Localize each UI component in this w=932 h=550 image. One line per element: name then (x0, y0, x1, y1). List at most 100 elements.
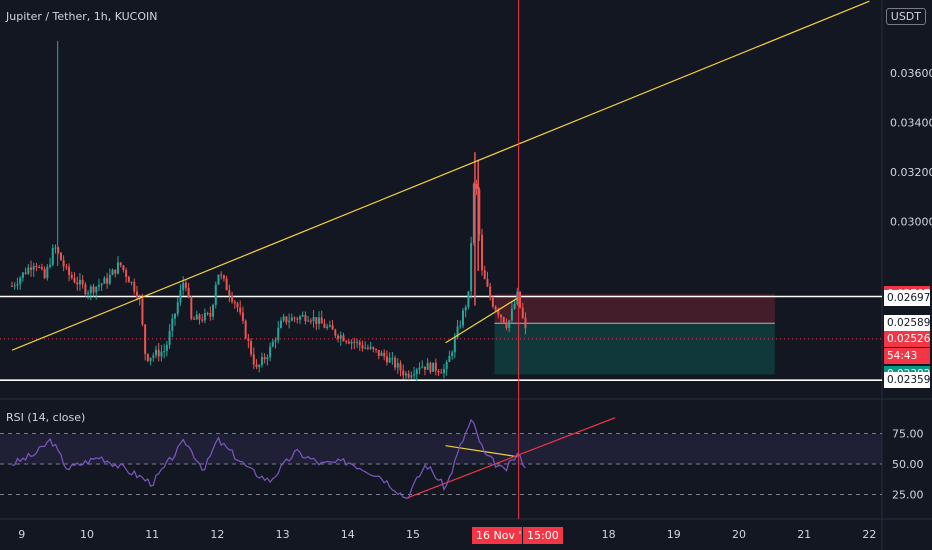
candle-body (502, 317, 505, 323)
candle-body (421, 366, 424, 368)
candle-body (334, 329, 337, 336)
candle-body (388, 358, 391, 363)
candle-body (59, 252, 62, 261)
candle-body (70, 274, 73, 278)
candle-body (429, 362, 432, 372)
candle-body (214, 284, 217, 305)
candle-body (339, 335, 342, 339)
candle-body (209, 313, 212, 317)
candle-body (448, 355, 451, 363)
candle-body (328, 325, 331, 327)
rsi-level-label: 50.00 (892, 458, 924, 471)
candle-body (407, 373, 410, 378)
candle-body (521, 307, 524, 318)
candle-body (279, 320, 282, 328)
candle-body (285, 316, 288, 323)
candle-body (461, 310, 464, 326)
candle-body (149, 357, 152, 361)
candle-body (49, 264, 52, 267)
candle-body (198, 314, 201, 320)
candle-body (32, 266, 35, 270)
candle-body (489, 286, 492, 298)
candle-body (152, 355, 155, 358)
candle-body (263, 357, 266, 360)
candle-body (271, 341, 274, 347)
candle-body (30, 267, 33, 270)
candle-body (331, 325, 334, 330)
candle-body (24, 272, 27, 274)
rsi-indicator-label[interactable]: RSI (14, close) (6, 411, 86, 424)
candle-body (206, 313, 209, 315)
candle-body (475, 183, 478, 190)
candle-body (35, 266, 38, 268)
price-axis-tick: 0.03400 (890, 117, 932, 130)
candle-body (231, 295, 234, 302)
candle-body (174, 313, 177, 319)
rsi-line (11, 418, 526, 499)
candle-body (201, 319, 204, 321)
candle-body (385, 356, 388, 363)
time-axis-tick: 19 (667, 528, 681, 541)
candle-body (65, 266, 68, 268)
candle-body (11, 285, 14, 287)
candle-body (163, 351, 166, 353)
time-axis-tick: 14 (341, 528, 355, 541)
candle-body (470, 242, 473, 292)
candle-body (451, 352, 454, 356)
price-axis-tag: 0.02526 (884, 330, 930, 347)
candle-body (81, 279, 84, 285)
candle-body (323, 323, 326, 328)
candle-body (106, 278, 109, 284)
candle-body (144, 324, 147, 354)
candle-body (68, 266, 71, 275)
candle-body (160, 351, 163, 357)
price-axis-tag: 0.02589 (884, 315, 930, 332)
price-axis-tag: 0.02697 (884, 290, 930, 307)
rsi-level-label: 25.00 (892, 489, 924, 502)
candle-body (423, 366, 426, 370)
candle-body (315, 317, 318, 324)
candle-body (472, 183, 475, 243)
candle-body (220, 274, 223, 276)
candle-body (87, 293, 90, 295)
candle-body (241, 312, 244, 321)
candle-body (309, 320, 312, 322)
candle-body (369, 347, 372, 349)
candle-body (222, 275, 225, 279)
candle-body (426, 362, 429, 370)
candle-body (478, 189, 481, 235)
candle-body (43, 268, 46, 278)
time-axis-tick: 22 (862, 528, 876, 541)
candle-body (155, 349, 158, 356)
candle-body (141, 298, 144, 325)
candle-body (233, 301, 236, 304)
candle-body (377, 349, 380, 356)
candle-body (46, 266, 49, 278)
candle-body (95, 286, 98, 293)
candle-body (274, 340, 277, 342)
currency-selector[interactable]: USDT (885, 8, 926, 25)
candle-body (168, 330, 171, 345)
candle-body (394, 357, 397, 368)
candle-body (16, 284, 19, 286)
candle-body (228, 290, 231, 296)
candle-body (337, 335, 340, 339)
candle-body (190, 297, 193, 319)
candle-body (133, 282, 136, 292)
candle-body (459, 325, 462, 327)
candle-body (434, 362, 437, 371)
candle-body (157, 349, 160, 357)
price-axis-tick: 0.03000 (890, 216, 932, 229)
candle-body (97, 285, 100, 287)
price-axis-tick: 0.03200 (890, 166, 932, 179)
candle-body (54, 247, 57, 249)
candle-body (342, 335, 345, 342)
candle-body (410, 375, 413, 378)
time-axis-tick: 13 (276, 528, 290, 541)
candle-body (269, 346, 272, 358)
candle-body (494, 306, 497, 310)
candle-body (127, 276, 130, 283)
candle-body (440, 372, 443, 374)
